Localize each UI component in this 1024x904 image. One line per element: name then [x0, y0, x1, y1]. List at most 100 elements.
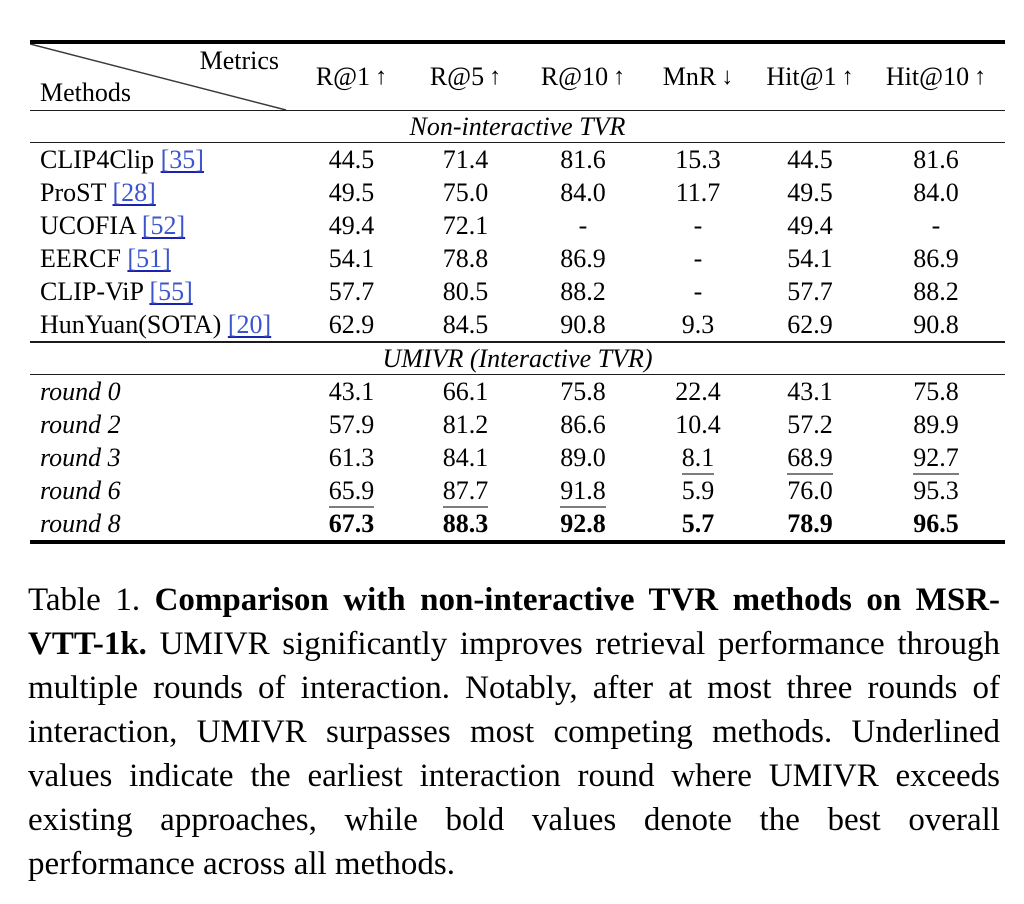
metric-value-underlined: 65.9	[328, 476, 375, 508]
cite-link-20[interactable]: [20]	[227, 310, 272, 339]
method-name: round 0	[40, 377, 121, 406]
metric-cell: 84.1	[408, 441, 523, 474]
cite-link-55[interactable]: [55]	[149, 277, 193, 306]
table-row: round 6 65.9 87.7 91.8 5.9 76.0 95.3	[30, 474, 1005, 508]
method-name: HunYuan(SOTA)	[40, 310, 222, 339]
arrow-up-icon: ↑	[974, 63, 987, 90]
metric-value-bold: 5.7	[681, 509, 715, 538]
metric-cell: 75.0	[408, 176, 523, 209]
header-corner-cell: Metrics Methods	[30, 44, 295, 110]
section-title-0: Non-interactive TVR	[409, 112, 626, 141]
metric-cell: 81.6	[523, 143, 643, 176]
metric-value: 80.5	[442, 277, 489, 306]
metric-cell: 80.5	[408, 275, 523, 308]
cite-link-51[interactable]: [51]	[127, 244, 171, 273]
metric-cell: 90.8	[867, 308, 1005, 341]
method-cell: round 3	[30, 441, 295, 474]
metric-value: 22.4	[675, 377, 721, 406]
table-row: CLIP4Clip [35] 44.5 71.4 81.6 15.3 44.5 81.6	[30, 143, 1005, 176]
metric-value: 66.1	[442, 377, 489, 406]
metric-value: -	[931, 211, 941, 240]
metric-value: 90.8	[913, 310, 959, 339]
metric-cell: 81.2	[408, 408, 523, 441]
metric-value: 81.2	[442, 410, 489, 439]
method-cell: ProST [28]	[30, 176, 295, 209]
metric-cell: 86.9	[867, 242, 1005, 275]
metric-value: 54.1	[787, 244, 833, 273]
table-row: UCOFIA [52] 49.4 72.1 - - 49.4 -	[30, 209, 1005, 242]
metric-cell: 84.0	[867, 176, 1005, 209]
metric-value: 57.2	[787, 410, 833, 439]
caption-prefix: Table 1.	[28, 582, 155, 618]
metric-value: 90.8	[560, 310, 606, 339]
metric-cell: 88.2	[867, 275, 1005, 308]
metric-cell: 49.5	[295, 176, 408, 209]
metric-cell: 92.8	[523, 507, 643, 540]
caption-bold-title: Comparison with non-interactive TVR meth…	[28, 582, 1000, 662]
metric-value: 44.5	[328, 145, 375, 174]
diagonal-divider	[30, 44, 287, 110]
metric-value: 49.4	[787, 211, 833, 240]
table-row: CLIP-ViP [55] 57.7 80.5 88.2 - 57.7 88.2	[30, 275, 1005, 308]
metric-value: 49.5	[787, 178, 833, 207]
metric-cell: 57.9	[295, 408, 408, 441]
metric-cell: 22.4	[643, 375, 753, 408]
metric-cell: 57.7	[295, 275, 408, 308]
metric-value: 86.9	[913, 244, 959, 273]
metric-cell: 90.8	[523, 308, 643, 341]
metric-value: -	[693, 211, 703, 240]
method-cell: round 8	[30, 507, 295, 540]
column-header-mnr: MnR ↓	[643, 44, 753, 110]
metric-value: 81.6	[913, 145, 959, 174]
metric-value: 9.3	[681, 310, 715, 339]
table-row: round 2 57.9 81.2 86.6 10.4 57.2 89.9	[30, 408, 1005, 441]
metric-value: 84.5	[442, 310, 489, 339]
cite-link-28[interactable]: [28]	[112, 178, 156, 207]
metric-value: 88.2	[913, 277, 959, 306]
metric-value: 89.9	[913, 410, 959, 439]
caption-body: UMIVR significantly improves retrieval p…	[28, 626, 1000, 882]
table-body: Non-interactive TVR CLIP4Clip [35] 44.5 71.…	[30, 111, 1005, 540]
table-row: round 8 67.3 88.3 92.8 5.7 78.9 96.5	[30, 507, 1005, 540]
metric-value-bold: 67.3	[328, 509, 375, 538]
metric-cell: 68.9	[753, 441, 867, 475]
metric-value: 84.0	[913, 178, 959, 207]
metric-value: 95.3	[913, 476, 959, 505]
cite-link-35[interactable]: [35]	[160, 145, 204, 174]
metric-cell: 57.2	[753, 408, 867, 441]
metric-value: 88.2	[560, 277, 606, 306]
metric-cell: 9.3	[643, 308, 753, 341]
metric-value: 57.9	[328, 410, 375, 439]
method-cell: EERCF [51]	[30, 242, 295, 275]
method-name: CLIP-ViP	[40, 277, 143, 306]
column-header-hitat10: Hit@10 ↑	[867, 44, 1005, 110]
section-title-rule	[30, 374, 1005, 375]
metric-cell: 61.3	[295, 441, 408, 474]
arrow-up-icon: ↑	[841, 63, 854, 90]
cite-link-52[interactable]: [52]	[141, 211, 186, 240]
metric-cell: 10.4	[643, 408, 753, 441]
metric-value: 89.0	[560, 443, 606, 472]
method-name: round 6	[40, 476, 121, 505]
arrow-up-icon: ↑	[375, 63, 388, 90]
metric-cell: -	[867, 209, 1005, 242]
metric-cell: 78.8	[408, 242, 523, 275]
metric-cell: 11.7	[643, 176, 753, 209]
metric-value: 44.5	[787, 145, 833, 174]
metric-cell: 57.7	[753, 275, 867, 308]
metric-cell: 84.5	[408, 308, 523, 341]
metric-cell: 89.0	[523, 441, 643, 474]
method-cell: HunYuan(SOTA) [20]	[30, 308, 295, 341]
method-name: EERCF	[40, 244, 121, 273]
metric-value: 84.1	[442, 443, 489, 472]
metric-value: 10.4	[675, 410, 721, 439]
method-cell: round 0	[30, 375, 295, 408]
metric-value-underlined: 87.7	[442, 476, 489, 508]
metric-cell: 54.1	[295, 242, 408, 275]
metric-cell: 78.9	[753, 507, 867, 540]
metric-cell: 72.1	[408, 209, 523, 242]
metric-cell: -	[643, 242, 753, 275]
table-header-row: Metrics Methods R@1 ↑ R@5 ↑ R@10 ↑ MnR ↓ Hit@1 ↑ H…	[30, 44, 1005, 110]
metric-cell: 76.0	[753, 474, 867, 507]
metric-value: 75.8	[913, 377, 959, 406]
